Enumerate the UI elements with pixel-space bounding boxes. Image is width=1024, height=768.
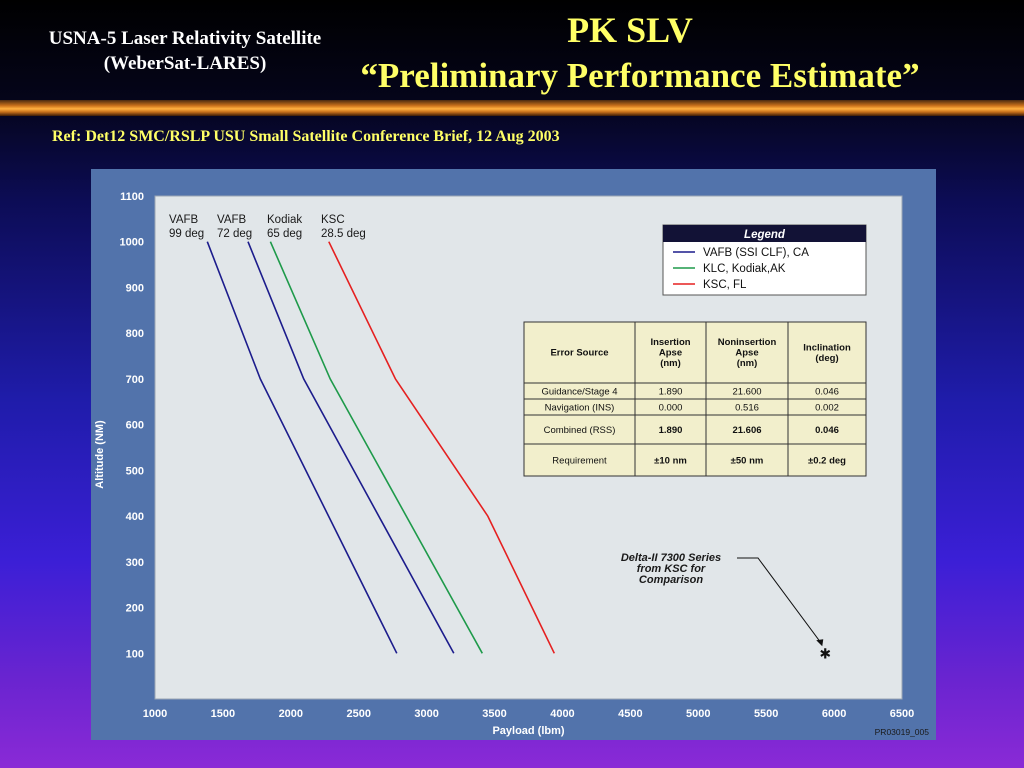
- series-label: 65 deg: [267, 228, 302, 240]
- slide-subtitle: “Preliminary Performance Estimate”: [360, 56, 920, 95]
- series-label: 72 deg: [217, 228, 252, 240]
- slide-title: PK SLV: [567, 10, 693, 50]
- table-header-cell: Error Source: [550, 348, 608, 359]
- legend-label: VAFB (SSI CLF), CA: [703, 247, 809, 259]
- x-tick-label: 2000: [279, 708, 303, 720]
- series-label: VAFB: [217, 214, 247, 226]
- x-tick-label: 5000: [686, 708, 710, 720]
- y-tick-label: 700: [126, 374, 144, 386]
- y-tick-label: 900: [126, 282, 144, 294]
- header-divider-bar: [0, 100, 1024, 116]
- x-tick-label: 4000: [550, 708, 574, 720]
- comparison-leader-line: [737, 557, 822, 644]
- series-label: VAFB: [169, 214, 199, 226]
- table-cell: Navigation (INS): [545, 403, 615, 414]
- y-tick-label: 400: [126, 511, 144, 523]
- series-label: KSC: [321, 214, 345, 226]
- legend-label: KLC, Kodiak,AK: [703, 263, 786, 275]
- comparison-label: Comparison: [639, 574, 703, 586]
- table-cell: ±10 nm: [654, 456, 687, 467]
- table-cell: 1.890: [659, 425, 683, 436]
- table-cell: 21.606: [732, 425, 761, 436]
- y-axis-label: Altitude (NM): [94, 420, 106, 489]
- legend-title-bar: [663, 225, 866, 242]
- figure-id: PR03019_005: [875, 727, 930, 737]
- table-cell: 0.046: [815, 387, 839, 398]
- table-header-cell: (deg): [815, 353, 838, 364]
- series-line: [247, 241, 455, 654]
- table-cell: ±0.2 deg: [808, 456, 846, 467]
- table-cell: 0.000: [659, 403, 683, 414]
- x-tick-label: 3500: [482, 708, 506, 720]
- table-header-cell: (nm): [660, 358, 681, 369]
- series-label: 28.5 deg: [321, 228, 366, 240]
- series-label: 99 deg: [169, 228, 204, 240]
- series-label: Kodiak: [267, 214, 302, 226]
- comparison-label: from KSC for: [637, 563, 706, 575]
- series-line: [206, 241, 398, 654]
- y-tick-label: 200: [126, 603, 144, 615]
- x-tick-label: 2500: [346, 708, 370, 720]
- x-axis-label: Payload (lbm): [492, 725, 564, 737]
- x-tick-label: 6500: [890, 708, 914, 720]
- y-tick-label: 600: [126, 420, 144, 432]
- comparison-label: Delta-II 7300 Series: [621, 552, 721, 564]
- table-header-cell: Insertion: [650, 337, 690, 348]
- chart-frame: 1000 1500 2000 2500 3000 3500 4000 4500 5000 5500…: [91, 169, 936, 740]
- x-tick-label: 1000: [143, 708, 167, 720]
- table-cell: 1.890: [659, 387, 683, 398]
- y-tick-label: 300: [126, 557, 144, 569]
- table-cell: Requirement: [552, 456, 607, 467]
- x-tick-label: 3000: [414, 708, 438, 720]
- legend-title: Legend: [744, 229, 786, 241]
- table-cell: ±50 nm: [731, 456, 764, 467]
- table-cell: 0.046: [815, 425, 839, 436]
- y-tick-label: 1000: [120, 237, 144, 249]
- table-header-cell: Apse: [659, 348, 682, 359]
- table-header-cell: Inclination: [803, 342, 851, 353]
- table-cell: 0.516: [735, 403, 759, 414]
- series-line: [328, 241, 556, 654]
- comparison-arrowhead: [816, 639, 824, 647]
- comparison-marker: ✱: [819, 645, 831, 661]
- presentation-subtitle: USNA-5 Laser Relativity Satellite (Weber…: [48, 28, 322, 74]
- table-cell: Guidance/Stage 4: [541, 387, 617, 398]
- series-line: [269, 241, 483, 654]
- table-header-cell: Noninsertion: [718, 337, 777, 348]
- y-tick-label: 800: [126, 328, 144, 340]
- table-cell: 0.002: [815, 403, 839, 414]
- x-tick-label: 6000: [822, 708, 846, 720]
- table-cell: Combined (RSS): [544, 425, 616, 436]
- x-tick-label: 1500: [211, 708, 235, 720]
- reference-citation: Ref: Det12 SMC/RSLP USU Small Satellite …: [52, 128, 560, 145]
- x-tick-label: 4500: [618, 708, 642, 720]
- x-tick-label: 5500: [754, 708, 778, 720]
- table-cell: 21.600: [732, 387, 761, 398]
- y-tick-label: 500: [126, 465, 144, 477]
- performance-chart: 1000 1500 2000 2500 3000 3500 4000 4500 5000 5500…: [94, 191, 930, 737]
- y-tick-label: 1100: [120, 191, 144, 203]
- table-header-cell: Apse: [735, 348, 758, 359]
- legend-label: KSC, FL: [703, 279, 747, 291]
- y-tick-label: 100: [126, 648, 144, 660]
- table-header-cell: (nm): [737, 358, 758, 369]
